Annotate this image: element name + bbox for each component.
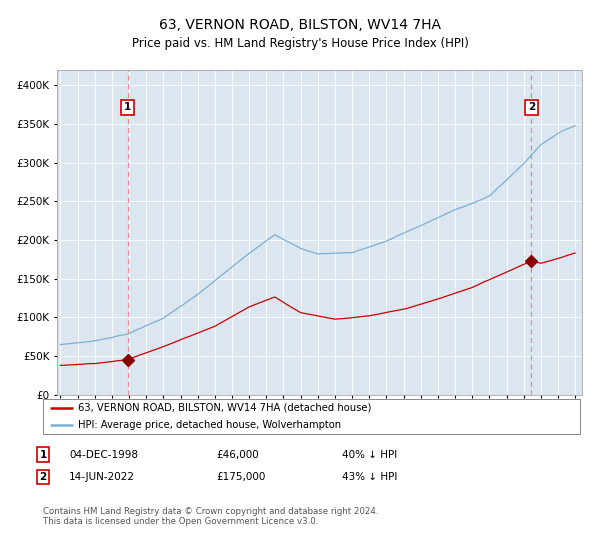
Text: £46,000: £46,000 bbox=[216, 450, 259, 460]
Text: 63, VERNON ROAD, BILSTON, WV14 7HA: 63, VERNON ROAD, BILSTON, WV14 7HA bbox=[159, 18, 441, 32]
Text: 63, VERNON ROAD, BILSTON, WV14 7HA (detached house): 63, VERNON ROAD, BILSTON, WV14 7HA (deta… bbox=[78, 403, 371, 413]
Text: 14-JUN-2022: 14-JUN-2022 bbox=[69, 472, 135, 482]
Text: £175,000: £175,000 bbox=[216, 472, 265, 482]
Text: 2: 2 bbox=[528, 102, 535, 113]
Text: 2: 2 bbox=[40, 472, 47, 482]
Text: 40% ↓ HPI: 40% ↓ HPI bbox=[342, 450, 397, 460]
Text: 04-DEC-1998: 04-DEC-1998 bbox=[69, 450, 138, 460]
Text: 1: 1 bbox=[124, 102, 131, 113]
Text: Price paid vs. HM Land Registry's House Price Index (HPI): Price paid vs. HM Land Registry's House … bbox=[131, 37, 469, 50]
Text: 1: 1 bbox=[40, 450, 47, 460]
Text: Contains HM Land Registry data © Crown copyright and database right 2024.
This d: Contains HM Land Registry data © Crown c… bbox=[43, 507, 379, 526]
Text: 43% ↓ HPI: 43% ↓ HPI bbox=[342, 472, 397, 482]
Text: HPI: Average price, detached house, Wolverhampton: HPI: Average price, detached house, Wolv… bbox=[78, 421, 341, 430]
